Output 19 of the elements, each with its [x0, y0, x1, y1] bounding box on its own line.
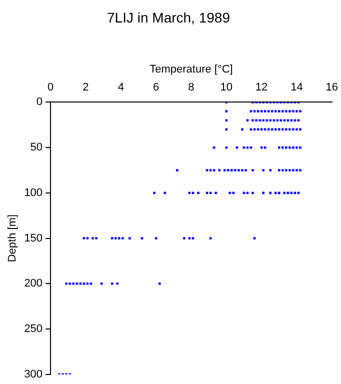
y-axis-title: Depth [m] [6, 214, 19, 262]
x-tick-label: 14 [290, 82, 303, 94]
x-tick-label: 2 [82, 82, 89, 94]
x-tick-label: 4 [118, 82, 124, 94]
x-tick-label: 6 [152, 82, 160, 94]
y-tick-label: 200 [24, 278, 43, 290]
x-tick-label: 16 [326, 82, 338, 94]
y-tick-label: 50 [30, 142, 43, 154]
x-tick-label: 12 [255, 82, 268, 94]
x-axis-title: Temperature [°C] [150, 63, 233, 76]
y-tick-label: 150 [24, 232, 43, 244]
y-tick-label: 300 [24, 368, 43, 380]
y-tick-label: 250 [24, 323, 43, 336]
y-tick-label: 100 [24, 186, 43, 199]
chart-title: 7LIJ in March, 1989 [107, 9, 230, 26]
x-tick-label: 0 [47, 82, 54, 94]
x-tick-label: 8 [188, 82, 194, 94]
x-tick-label: 10 [220, 82, 233, 94]
y-tick-label: 0 [36, 96, 43, 108]
